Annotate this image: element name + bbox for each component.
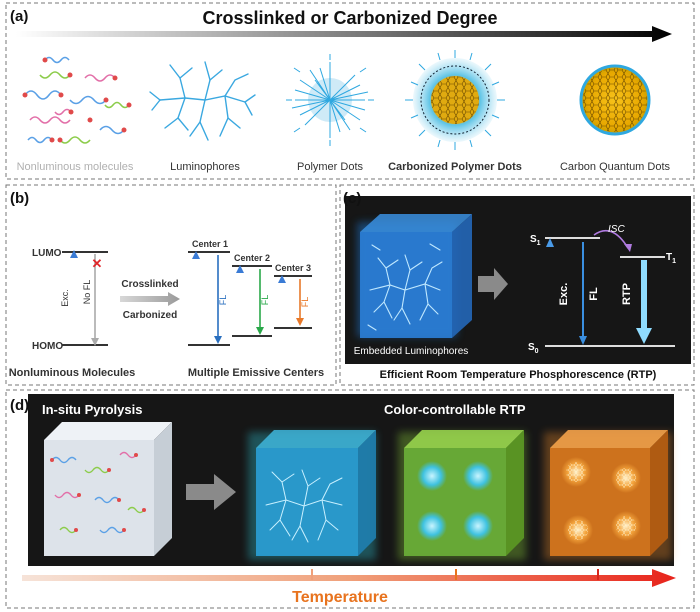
degree-arrow: [16, 26, 672, 42]
label-polymer-dots: Polymer Dots: [297, 161, 364, 173]
panel-a-label: (a): [10, 8, 28, 25]
embedded-luminophores-label: Embedded Luminophores: [354, 346, 469, 357]
temperature-label: Temperature: [292, 589, 388, 606]
panel-b-frame: [5, 184, 337, 386]
caption-multiple-emissive-centers: Multiple Emissive Centers: [188, 367, 324, 379]
panel-a-frame: [5, 2, 695, 180]
exc-label-c: Exc.: [558, 283, 570, 306]
in-situ-pyrolysis-title: In-situ Pyrolysis: [42, 402, 142, 417]
color-controllable-rtp-title: Color-controllable RTP: [384, 402, 526, 417]
caption-nonluminous-molecules: Nonluminous Molecules: [9, 367, 136, 379]
green-rtp-cube: [398, 430, 526, 560]
panel-d-frame: [5, 389, 695, 609]
temperature-arrow: [22, 569, 676, 587]
fl-label-center-2: FL: [260, 295, 270, 306]
panel-c-caption: Efficient Room Temperature Phosphorescen…: [380, 369, 657, 381]
carbon-quantum-dots-illustration: [579, 64, 651, 136]
orange-rtp-cube: [544, 430, 672, 560]
no-fl-cross-icon: ✕: [92, 256, 103, 271]
luminophores-illustration: [149, 61, 256, 141]
pyrolysis-arrow: [186, 474, 236, 510]
s0-label: S0: [528, 342, 539, 355]
panel-c-frame: [339, 184, 695, 386]
homo-label: HOMO: [32, 341, 63, 352]
panel-c-arrow: [478, 268, 508, 300]
fl-label-c: FL: [588, 287, 600, 301]
crosslink-arrow: [120, 292, 180, 306]
center-1-label: Center 1: [192, 239, 228, 249]
panel-b-label: (b): [10, 190, 29, 207]
process-label-crosslinked: Crosslinked: [121, 279, 178, 290]
panel-c-label: (c): [343, 190, 361, 207]
polymer-dots-illustration: [286, 54, 374, 146]
no-fl-label: No FL: [82, 280, 92, 305]
label-nonluminous-molecules: Nonluminous molecules: [17, 161, 134, 173]
blue-rtp-cube: [248, 430, 376, 560]
rtp-energy-diagram: [545, 229, 675, 347]
precursor-cube: [44, 422, 172, 556]
embedded-luminophores-cube: [357, 214, 472, 338]
nonluminous-molecules-illustration: [22, 56, 132, 144]
t1-label: T1: [666, 252, 676, 265]
panel-d-label: (d): [10, 397, 29, 414]
label-carbonized-polymer-dots: Carbonized Polymer Dots: [388, 161, 522, 173]
isc-label: ISC: [608, 224, 625, 235]
label-luminophores: Luminophores: [170, 161, 240, 173]
process-label-carbonized: Carbonized: [123, 310, 177, 321]
s1-label: S1: [530, 234, 541, 247]
label-carbon-quantum-dots: Carbon Quantum Dots: [560, 161, 671, 173]
fl-label-center-1: FL: [218, 295, 228, 306]
carbonized-polymer-dots-illustration: [405, 50, 505, 150]
nonluminous-energy-diagram: ✕: [62, 250, 108, 346]
rtp-label-c: RTP: [621, 283, 633, 305]
emissive-centers-diagram: [188, 251, 312, 346]
exc-label: Exc.: [60, 289, 70, 307]
center-3-label: Center 3: [275, 263, 311, 273]
center-2-label: Center 2: [234, 253, 270, 263]
fl-label-center-3: FL: [300, 297, 310, 308]
panel-a-title: Crosslinked or Carbonized Degree: [202, 8, 497, 28]
lumo-label: LUMO: [32, 248, 62, 259]
